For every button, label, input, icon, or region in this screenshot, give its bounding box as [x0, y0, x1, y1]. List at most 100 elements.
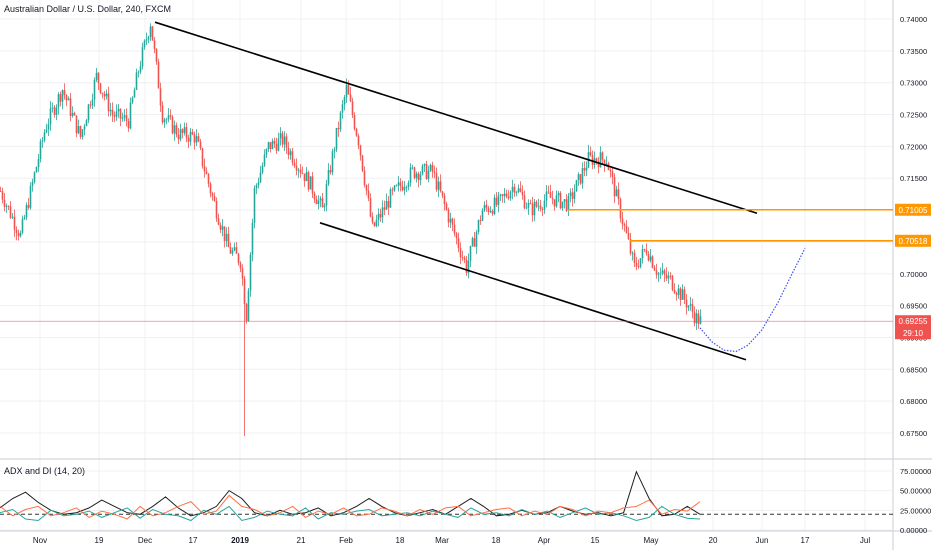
candle-body [551, 197, 554, 200]
y-tick-label: 0.71500 [900, 174, 927, 183]
candle-body [613, 176, 616, 197]
candle [79, 125, 82, 140]
trendline-lower-channel[interactable] [319, 222, 747, 361]
candle-body [17, 232, 20, 237]
candle-body [463, 257, 466, 260]
projection-curve[interactable] [699, 248, 806, 353]
candle [571, 187, 574, 207]
candle [451, 217, 454, 232]
y-tick-label: 0.68000 [900, 397, 927, 406]
candle-body [53, 107, 56, 115]
x-tick-label: May [643, 536, 658, 545]
candle-body [443, 195, 446, 204]
candle [483, 201, 486, 213]
candle [177, 127, 180, 145]
candle-body [477, 220, 480, 233]
candle [617, 182, 620, 205]
candle [337, 121, 340, 137]
candle-body [417, 173, 420, 181]
x-tick-label: 19 [95, 536, 104, 545]
candle [181, 128, 184, 139]
candle [185, 122, 188, 143]
candle [433, 165, 436, 179]
y-tick-label: 0.67500 [900, 429, 927, 438]
candle [591, 150, 594, 170]
candle [533, 198, 536, 222]
candle [153, 36, 156, 54]
candle [299, 164, 302, 178]
candle [469, 245, 472, 268]
candle [175, 122, 178, 138]
candle-body [273, 140, 276, 144]
trendline-upper-channel[interactable] [154, 21, 758, 215]
candle-body [665, 274, 668, 279]
candle [53, 104, 56, 118]
candle [473, 231, 476, 247]
candle [135, 68, 138, 91]
candle-body [237, 253, 240, 264]
candle [395, 184, 398, 187]
candle [563, 199, 566, 209]
candle-body [37, 159, 40, 168]
candle [353, 112, 356, 131]
bar-countdown: 29:10 [903, 329, 924, 338]
candle-body [77, 126, 80, 134]
candle-body [487, 207, 490, 213]
candle [281, 130, 284, 148]
candle-body [25, 205, 28, 218]
candle-body [61, 90, 64, 102]
candle-body [357, 135, 360, 146]
candle [251, 218, 254, 262]
candle-body [131, 97, 134, 103]
candle [35, 166, 38, 173]
candle [367, 183, 370, 202]
candle [523, 190, 526, 210]
candle [305, 167, 308, 182]
candle [301, 166, 304, 175]
candle-body [283, 136, 286, 145]
candle [387, 196, 390, 216]
candle [123, 109, 126, 122]
candle [107, 86, 110, 117]
candle [317, 195, 320, 210]
candle-body [645, 250, 648, 254]
candle [691, 298, 694, 319]
candle-body [445, 203, 448, 210]
candle-body [527, 202, 530, 208]
candle [329, 164, 332, 175]
candle-body [591, 155, 594, 165]
candle [0, 186, 2, 193]
candle-body [259, 172, 262, 183]
candle-body [195, 136, 198, 143]
candle-body [215, 201, 218, 219]
x-tick-label: Jun [756, 536, 769, 545]
x-tick-label: Feb [339, 536, 353, 545]
candle-body [381, 207, 384, 218]
adx-y-tick-label: 25.00000 [900, 506, 931, 515]
candle-body [75, 115, 78, 134]
candle [585, 161, 588, 177]
candle-body [657, 273, 660, 275]
candle [81, 128, 84, 140]
candle-body [475, 232, 478, 247]
candle [371, 212, 374, 225]
y-tick-label: 0.73500 [900, 47, 927, 56]
candle [261, 162, 264, 175]
candle-body [103, 93, 106, 97]
candle [631, 251, 634, 261]
candle-body [669, 275, 672, 277]
candle [253, 185, 256, 229]
candle [273, 137, 276, 148]
candle [219, 222, 222, 233]
candle [87, 103, 90, 124]
candle-body [315, 199, 318, 205]
x-tick-label: 15 [591, 536, 600, 545]
level-label-resistance-2: 0.70518 [895, 234, 931, 247]
candle [269, 142, 272, 153]
candle [443, 192, 446, 211]
candle [75, 115, 78, 138]
candle [459, 242, 462, 265]
candle [435, 167, 438, 192]
